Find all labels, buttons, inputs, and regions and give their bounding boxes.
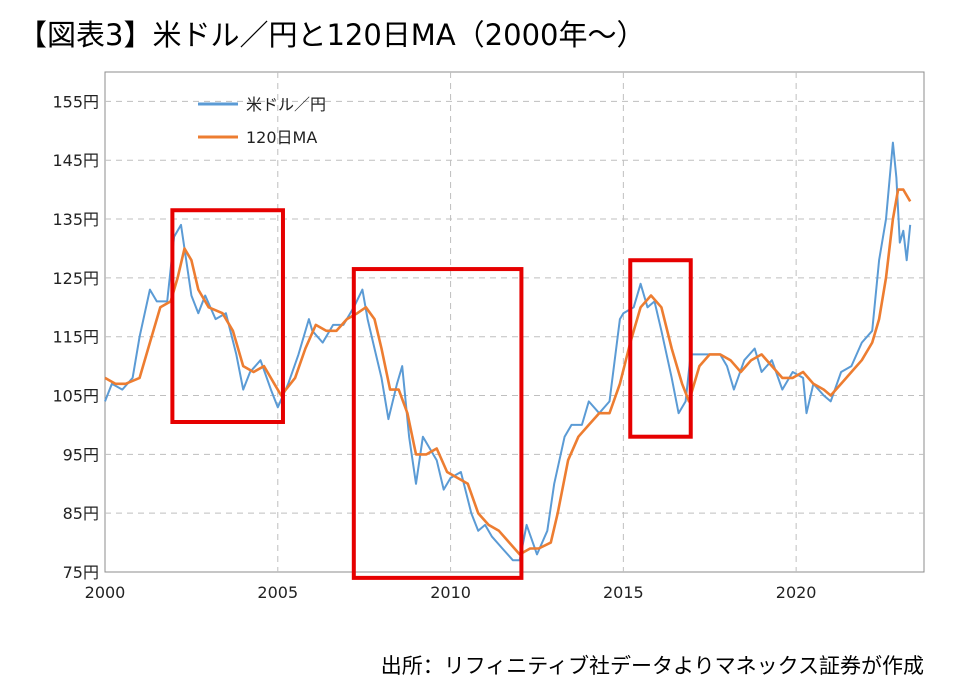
y-tick-label: 85円 [63, 504, 99, 523]
x-tick-label: 2015 [603, 583, 644, 602]
axis: 75円 85円 95円 105円 115円 125円 135円 145円 155円 2000 200… [52, 92, 816, 602]
legend-label: 120日MA [246, 128, 317, 147]
y-tick-label: 125円 [52, 269, 99, 288]
y-tick-label: 95円 [63, 445, 99, 464]
highlight-box-2 [351, 267, 524, 580]
grid-lines [104, 71, 925, 573]
y-tick-label: 155円 [52, 92, 99, 111]
y-tick-label: 145円 [52, 151, 99, 170]
x-tick-label: 2020 [776, 583, 817, 602]
page-title: 【図表3】米ドル／円と120日MA（2000年〜） [18, 18, 646, 52]
y-tick-label: 135円 [52, 210, 99, 229]
highlight-box-1 [170, 208, 285, 424]
y-tick-label: 105円 [52, 387, 99, 406]
series-line-usdjpy [104, 141, 912, 562]
y-tick-label: 75円 [63, 563, 99, 582]
series-line-ma120 [104, 188, 912, 556]
series-layer [104, 141, 912, 562]
highlight-box-3 [628, 258, 693, 439]
chart: 75円 85円 95円 105円 115円 125円 135円 145円 155円 2000 200… [52, 71, 925, 602]
x-tick-label: 2010 [430, 583, 471, 602]
y-tick-label: 115円 [52, 328, 99, 347]
legend: 米ドル／円 120日MA [198, 95, 326, 147]
x-tick-label: 2005 [257, 583, 298, 602]
plot-border [104, 71, 925, 573]
highlight-boxes [170, 208, 693, 580]
source-note: 出所：リフィニティブ社データよりマネックス証券が作成 [380, 654, 924, 678]
legend-label: 米ドル／円 [246, 95, 326, 114]
x-tick-label: 2000 [85, 583, 126, 602]
